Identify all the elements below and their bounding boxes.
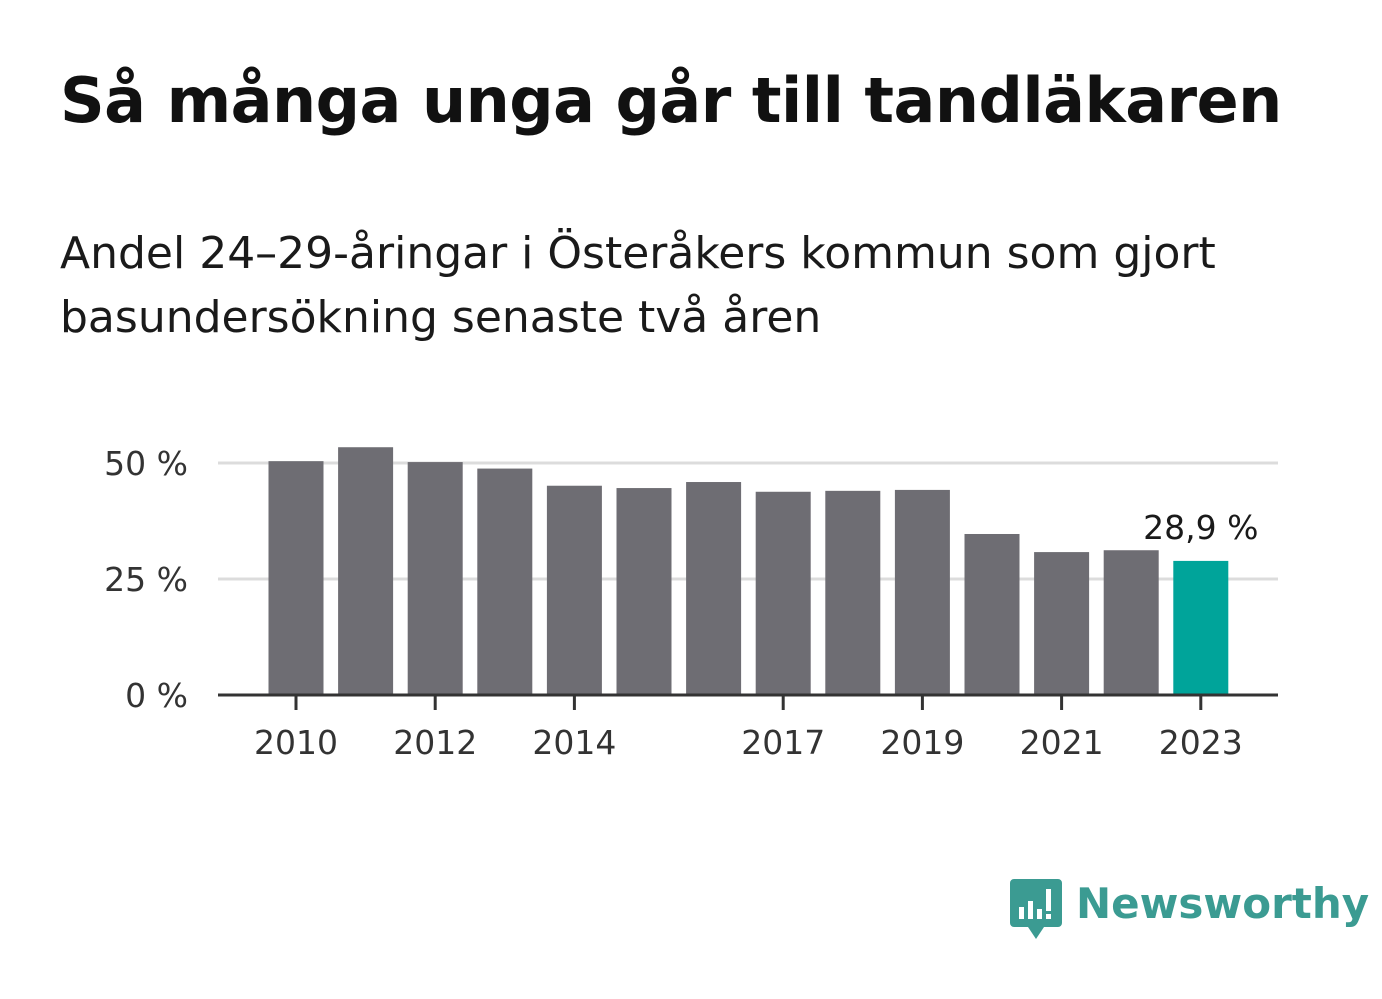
bar-2023 (1173, 560, 1229, 695)
bar-2016 (686, 482, 742, 695)
bar-2017 (755, 491, 811, 695)
bar-2011 (338, 447, 394, 695)
y-tick-label: 0 % (125, 676, 188, 715)
x-tick-label: 2021 (1020, 723, 1104, 762)
y-tick-label: 25 % (104, 560, 188, 599)
x-axis (218, 693, 1278, 710)
chart-title: Så många unga går till tandläkaren (60, 64, 1282, 137)
labels: 0 % 25 % 50 % 2010 2012 2014 2017 2019 2021 2023 2… (104, 444, 1258, 762)
bar-2015 (616, 488, 672, 695)
speech-bubble-bar-chart-icon (1010, 879, 1062, 939)
bar-2013 (477, 468, 533, 695)
bar-2022 (1103, 550, 1159, 695)
data-label-2023: 28,9 % (1143, 508, 1258, 547)
x-tick-label: 2017 (741, 723, 825, 762)
x-tick-label: 2014 (532, 723, 616, 762)
brand-name: Newsworthy (1076, 879, 1370, 928)
bar-2019 (894, 489, 950, 695)
chart-subtitle: Andel 24–29-åringar i Österåkers kommun … (60, 228, 1216, 343)
bar-2012 (407, 462, 463, 695)
bar-2018 (825, 490, 881, 695)
x-tick-label: 2012 (393, 723, 477, 762)
bars (268, 447, 1229, 695)
bar-2021 (1034, 552, 1090, 695)
x-tick-label: 2019 (880, 723, 964, 762)
x-tick-label: 2023 (1159, 723, 1243, 762)
bar-2010 (268, 461, 324, 695)
bar-2014 (546, 485, 602, 695)
newsworthy-logo: Newsworthy (1010, 878, 1369, 942)
bar-2020 (964, 533, 1020, 695)
x-tick-label: 2010 (254, 723, 338, 762)
gridlines (218, 461, 1278, 581)
y-tick-label: 50 % (104, 444, 188, 483)
